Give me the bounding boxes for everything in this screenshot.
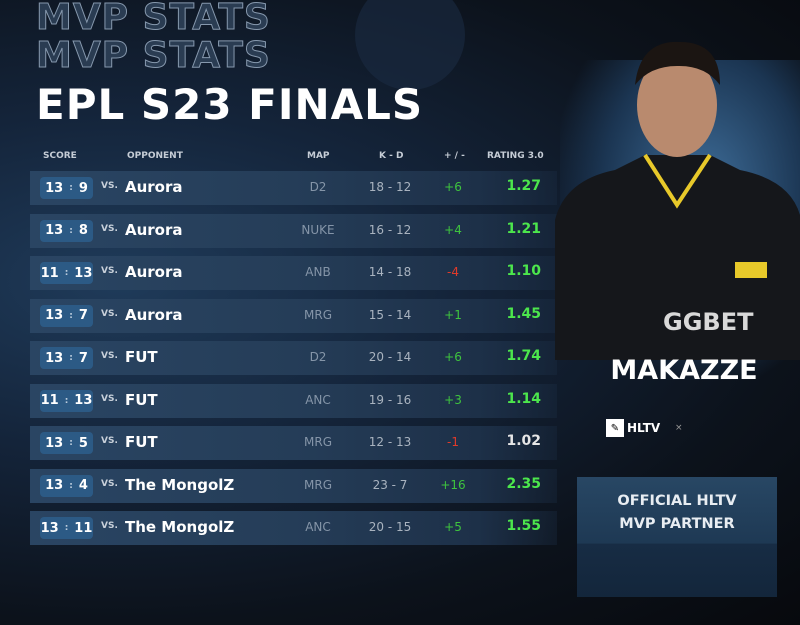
vs-label: VS.	[101, 478, 118, 489]
col-plus-minus: + / -	[444, 151, 465, 161]
plus-minus: +6	[444, 180, 462, 194]
plus-minus: +3	[444, 392, 462, 407]
map-name: ANB	[305, 265, 331, 279]
opponent-name: FUT	[125, 433, 158, 451]
hltv-logo: ✎ HLTV	[606, 419, 660, 437]
vs-label: VS.	[101, 436, 118, 446]
score-badge: 13:7	[40, 347, 93, 369]
hltv-icon: ✎	[606, 419, 624, 437]
score-badge: 13:8	[40, 219, 93, 242]
table-row: 13:7 VS. Aurora MRG 15 - 14 +1 1.45	[30, 298, 557, 333]
rating: 1.27	[506, 178, 541, 194]
map-name: D2	[309, 180, 327, 194]
plus-minus: -1	[447, 435, 459, 449]
rating: 1.74	[506, 348, 541, 364]
plus-minus: +1	[444, 307, 462, 322]
player-photo: GGBET	[555, 41, 800, 360]
page-title: EPL S23 FINALS	[36, 80, 424, 129]
score-badge: 13:5	[40, 432, 93, 454]
opponent-name: Aurora	[125, 263, 183, 281]
opponent-name: FUT	[125, 390, 158, 409]
col-kd: K - D	[379, 151, 404, 161]
opponent-name: FUT	[125, 348, 158, 366]
score-badge: 11:13	[40, 262, 93, 284]
rating: 2.35	[506, 475, 541, 492]
map-name: NUKE	[301, 222, 335, 237]
score-badge: 11:13	[40, 389, 93, 412]
plus-minus: -4	[447, 265, 459, 279]
vs-label: VS.	[101, 521, 118, 531]
kill-death: 20 - 15	[368, 520, 412, 534]
outline-heading: MVP STATS	[36, 35, 271, 76]
partner-box: OFFICIAL HLTV MVP PARTNER	[577, 477, 777, 597]
opponent-name: Aurora	[125, 305, 183, 324]
kill-death: 15 - 14	[368, 307, 412, 322]
kill-death: 20 - 14	[368, 350, 412, 364]
vs-label: VS.	[101, 181, 118, 191]
map-name: ANC	[305, 392, 331, 407]
score-badge: 13:9	[40, 177, 93, 199]
vs-label: VS.	[101, 393, 118, 404]
plus-minus: +5	[444, 520, 462, 534]
col-opponent: OPPONENT	[127, 151, 183, 161]
vs-label: VS.	[101, 351, 118, 361]
score-badge: 13:11	[40, 517, 93, 539]
partner-line2: MVP PARTNER	[619, 516, 735, 532]
table-row: 13:4 VS. The MongolZ MRG 23 - 7 +16 2.35	[30, 468, 557, 503]
rating: 1.02	[506, 433, 541, 449]
close-icon: ×	[675, 423, 683, 433]
opponent-name: Aurora	[125, 220, 183, 239]
plus-minus: +16	[440, 477, 466, 492]
outline-heading: MVP STATS	[36, 0, 271, 38]
score-badge: 13:4	[40, 474, 93, 497]
opponent-name: Aurora	[125, 178, 183, 196]
rating: 1.10	[506, 263, 541, 279]
col-score: SCORE	[43, 151, 77, 161]
score-badge: 13:7	[40, 304, 93, 327]
rating: 1.55	[506, 518, 541, 534]
vs-label: VS.	[101, 223, 118, 234]
map-name: ANC	[305, 520, 331, 534]
opponent-name: The MongolZ	[125, 475, 235, 494]
rating: 1.45	[506, 305, 541, 322]
rating: 1.21	[506, 220, 541, 237]
map-name: D2	[309, 350, 327, 364]
col-map: MAP	[307, 151, 330, 161]
table-row: 11:13 VS. FUT ANC 19 - 16 +3 1.14	[30, 383, 557, 418]
plus-minus: +6	[444, 350, 462, 364]
table-row: 13:11 VS. The MongolZ ANC 20 - 15 +5 1.5…	[30, 511, 557, 545]
table-row: 13:7 VS. FUT D2 20 - 14 +6 1.74	[30, 341, 557, 375]
opponent-name: The MongolZ	[125, 518, 235, 536]
decor-circle	[355, 0, 465, 90]
map-name: MRG	[304, 477, 332, 492]
table-row: 11:13 VS. Aurora ANB 14 - 18 -4 1.10	[30, 256, 557, 290]
map-name: MRG	[304, 307, 332, 322]
jersey-sponsor: GGBET	[663, 308, 754, 336]
kill-death: 18 - 12	[368, 180, 412, 194]
table-row: 13:5 VS. FUT MRG 12 - 13 -1 1.02	[30, 426, 557, 460]
table-row: 13:8 VS. Aurora NUKE 16 - 12 +4 1.21	[30, 213, 557, 248]
col-rating: RATING 3.0	[487, 151, 544, 161]
table-row: 13:9 VS. Aurora D2 18 - 12 +6 1.27	[30, 171, 557, 205]
kill-death: 12 - 13	[368, 435, 412, 449]
player-name: MAKAZZE	[610, 355, 758, 386]
vs-label: VS.	[101, 266, 118, 276]
kill-death: 16 - 12	[368, 222, 412, 237]
kill-death: 14 - 18	[368, 265, 412, 279]
rating: 1.14	[506, 390, 541, 407]
kill-death: 23 - 7	[372, 477, 408, 492]
kill-death: 19 - 16	[368, 392, 412, 407]
map-name: MRG	[304, 435, 332, 449]
vs-label: VS.	[101, 308, 118, 319]
plus-minus: +4	[444, 222, 462, 237]
partner-line1: OFFICIAL HLTV	[617, 493, 737, 509]
